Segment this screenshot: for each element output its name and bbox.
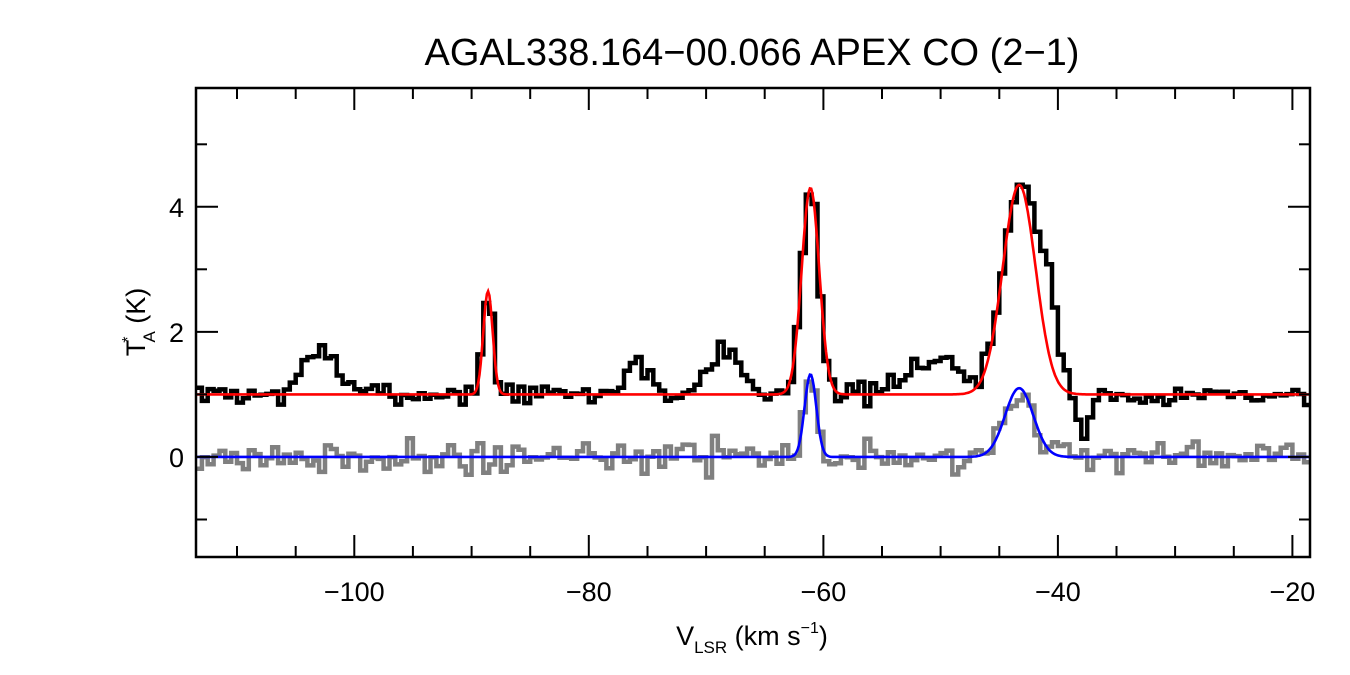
plot-frame [194, 86, 1312, 559]
x-axis-label-unit: (km s [727, 621, 801, 651]
y-tick-label: 4 [169, 193, 184, 223]
y-tick-label: 0 [169, 443, 184, 473]
x-axis-label-sub: LSR [694, 638, 727, 657]
x-tick-label: −100 [324, 577, 385, 607]
y-axis-label-sub: A [140, 331, 159, 343]
x-axis-label-main: V [676, 621, 694, 651]
x-axis-label-close: ) [819, 621, 828, 651]
x-tick-label: −80 [566, 577, 612, 607]
y-axis-label-unit: (K) [121, 288, 151, 332]
spectrum-series-0 [196, 182, 1310, 442]
y-axis-label-main: T [121, 340, 151, 357]
fit-series-1 [196, 183, 1310, 396]
series-layer [196, 182, 1310, 480]
fit-series-3 [196, 373, 1310, 459]
tick-labels: −100 −80 −60 −40 −20 0 2 4 [169, 193, 1315, 607]
y-tick-label: 2 [169, 318, 184, 348]
ticks-layer [196, 88, 1310, 557]
y-axis-label-sup: * [120, 337, 137, 343]
x-tick-label: −20 [1269, 577, 1315, 607]
y-axis-label: T* A (K) [120, 288, 159, 357]
chart-title: AGAL338.164−00.066 APEX CO (2−1) [425, 32, 1080, 74]
x-tick-label: −40 [1035, 577, 1081, 607]
x-axis-label: VLSR (km s−1) [676, 620, 828, 657]
spectrum-series-2 [196, 379, 1310, 480]
x-axis-label-sup: −1 [801, 620, 819, 637]
x-tick-label: −60 [800, 577, 846, 607]
